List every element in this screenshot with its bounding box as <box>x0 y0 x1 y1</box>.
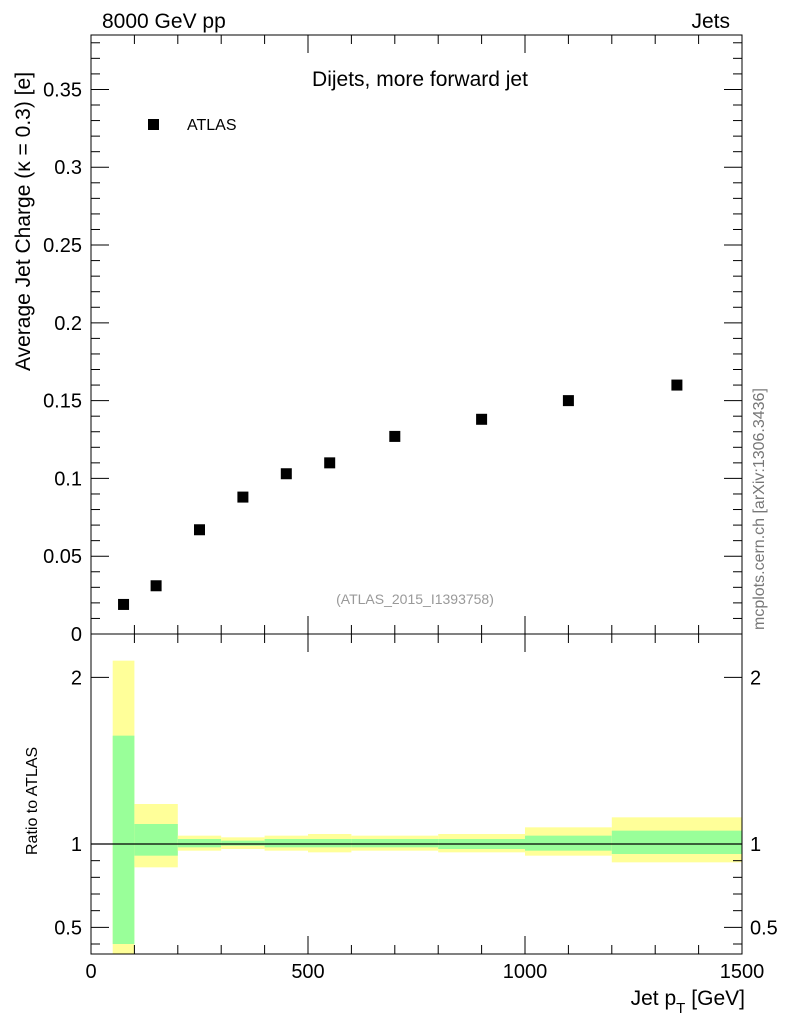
main-y-tick-label: 0.35 <box>43 79 82 101</box>
side-credit-label: mcplots.cern.ch [arXiv:1306.3436] <box>751 388 768 630</box>
ratio-panel: 0.5 0.5 1 1 2 2 0 500 1000 1500 Ratio to ATLAS <box>24 633 778 983</box>
legend-marker <box>148 119 159 130</box>
x-tick-label: 500 <box>291 961 324 983</box>
atlas-data-points <box>118 379 683 610</box>
inner-band <box>308 839 352 848</box>
ratio-y-tick-label-right: 0.5 <box>750 917 778 939</box>
chart-title: Dijets, more forward jet <box>312 68 528 91</box>
analysis-watermark: (ATLAS_2015_I1393758) <box>336 591 494 607</box>
ratio-frame <box>90 633 743 955</box>
x-axis-title: Jet pT [GeV] <box>631 987 745 1017</box>
main-y-tick-label: 0.05 <box>43 546 82 568</box>
ratio-y-tick-label-right: 1 <box>750 834 761 856</box>
inner-band <box>525 835 612 851</box>
inner-band <box>134 824 178 856</box>
data-point <box>389 430 401 442</box>
data-point <box>562 395 574 407</box>
ratio-y-tick-label-left: 1 <box>71 834 82 856</box>
main-y-axis-title: Average Jet Charge (κ = 0.3) [e] <box>12 72 35 371</box>
x-tick-label: 0 <box>85 961 96 983</box>
main-panel: Dijets, more forward jet (ATLAS_2015_I13… <box>12 34 743 646</box>
ratio-axis-ticks: 0.5 0.5 1 1 2 2 0 500 1000 1500 <box>54 634 778 983</box>
x-axis-title-sub: T <box>676 1000 685 1017</box>
main-y-tick-label: 0.1 <box>54 468 82 490</box>
main-y-ticks: 0 0.05 0.1 0.15 0.2 0.25 0.3 0.35 <box>43 42 742 646</box>
main-y-tick-label: 0.2 <box>54 313 82 335</box>
legend: ATLAS <box>148 117 237 134</box>
ratio-y-axis-title: Ratio to ATLAS <box>24 747 41 855</box>
inner-band <box>221 840 265 846</box>
x-tick-label: 1500 <box>720 961 765 983</box>
data-point <box>237 491 249 503</box>
main-y-tick-label: 0.15 <box>43 391 82 413</box>
inner-band <box>264 839 308 848</box>
main-y-tick-label: 0 <box>71 624 82 646</box>
inner-band <box>112 735 135 944</box>
header-right: Jets <box>691 10 730 33</box>
inner-band <box>351 839 439 848</box>
ratio-uncertainty-bands <box>112 660 742 954</box>
inner-band <box>177 839 222 848</box>
data-point <box>194 524 205 536</box>
x-axis-title-main: Jet p <box>631 987 677 1010</box>
x-tick-label: 1000 <box>503 961 548 983</box>
data-point <box>324 457 336 469</box>
inner-band <box>611 830 742 854</box>
legend-label: ATLAS <box>187 117 237 134</box>
x-axis-title-unit: [GeV] <box>691 987 745 1010</box>
data-point <box>280 468 292 480</box>
main-y-tick-label: 0.25 <box>43 235 82 257</box>
header-left: 8000 GeV pp <box>102 10 226 33</box>
ratio-y-tick-label-left: 2 <box>71 667 82 689</box>
data-point <box>671 379 683 391</box>
main-y-tick-label: 0.3 <box>54 157 82 179</box>
data-point <box>150 580 162 592</box>
data-point <box>476 413 488 425</box>
ratio-y-tick-label-right: 2 <box>750 667 761 689</box>
ratio-y-tick-label-left: 0.5 <box>54 917 82 939</box>
data-point <box>118 598 130 610</box>
